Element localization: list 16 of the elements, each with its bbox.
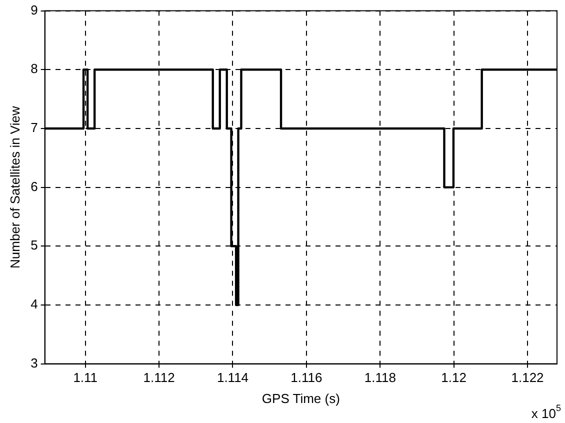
x-tick-label: 1.114	[216, 370, 249, 386]
y-tick-label: 7	[30, 120, 38, 136]
x-axis-title: GPS Time (s)	[262, 390, 340, 406]
y-tick-label: 6	[30, 178, 38, 194]
y-tick-label: 5	[30, 238, 38, 253]
x-tick-label: 1.112	[143, 370, 175, 386]
x-tick-label: 1.11	[73, 370, 98, 386]
y-tick-label: 8	[30, 61, 38, 76]
x-tick-label: 1.118	[364, 370, 396, 386]
x-tick-label: 1.116	[290, 370, 322, 386]
y-tick-label: 4	[30, 296, 38, 312]
x-tick-label: 1.122	[511, 370, 544, 386]
x-tick-label: 1.12	[441, 370, 466, 386]
y-tick-label: 9	[30, 2, 38, 18]
y-tick-label: 3	[30, 355, 38, 370]
y-axis-title: Number of Satellites in View	[7, 106, 22, 268]
